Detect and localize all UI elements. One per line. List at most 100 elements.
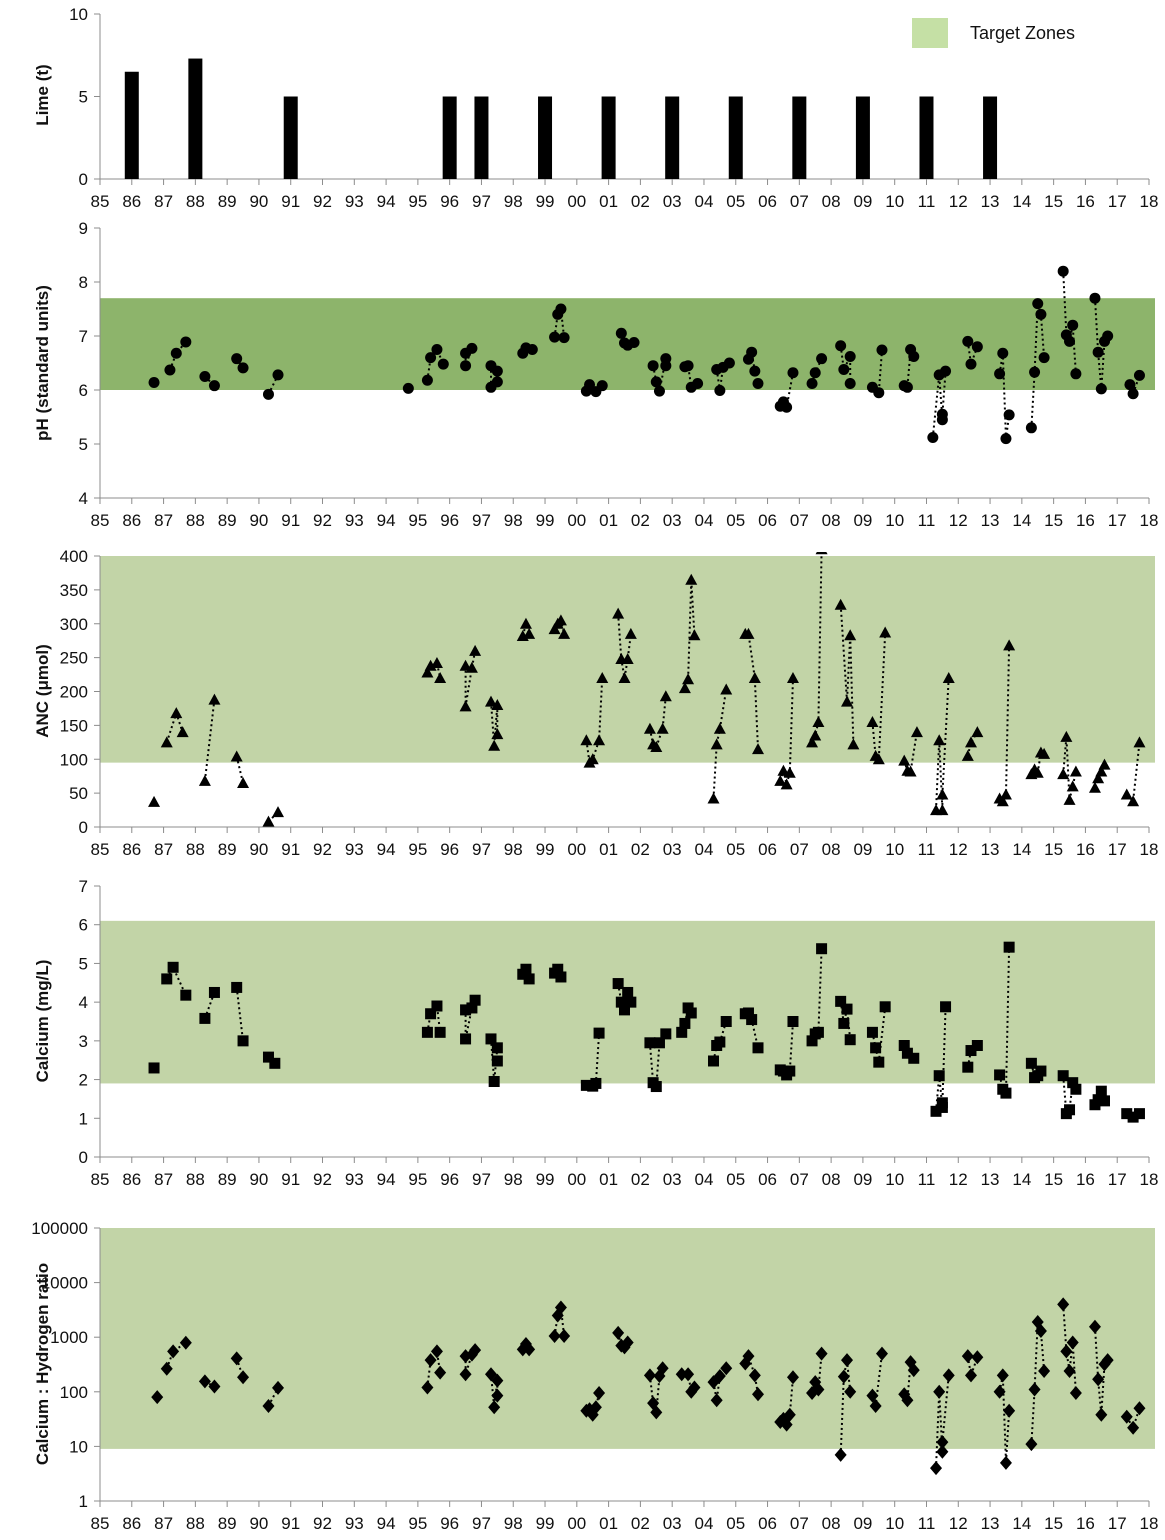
calcium-point	[901, 1047, 913, 1059]
ph-point	[1070, 368, 1082, 380]
ratio-point	[469, 1343, 482, 1358]
y-tick-label: 0	[79, 818, 88, 837]
anc-point	[710, 738, 723, 750]
calcium-point	[844, 1034, 856, 1046]
lime-bar	[188, 58, 203, 179]
y-tick-label: 1	[79, 1109, 88, 1128]
sample-connector	[683, 579, 696, 689]
x-tick-label: 96	[440, 1170, 459, 1189]
x-tick-label: 02	[631, 1514, 650, 1533]
anc-point	[612, 607, 625, 619]
x-tick-label: 13	[981, 840, 1000, 859]
ph-point	[927, 432, 939, 444]
y-tick-label: 2	[79, 1071, 88, 1090]
anc-point	[812, 715, 825, 727]
x-tick-label: 99	[536, 840, 555, 859]
ratio-point	[548, 1329, 561, 1344]
ph-point	[549, 331, 561, 343]
x-tick-label: 86	[122, 1170, 141, 1189]
ph-point	[237, 362, 249, 374]
x-tick-label: 06	[758, 1514, 777, 1533]
x-tick-label: 85	[91, 192, 110, 211]
anc-point	[713, 722, 726, 734]
ph-point	[1003, 409, 1015, 421]
lime-bar	[665, 96, 680, 179]
x-tick-label: 04	[695, 840, 714, 859]
calcium-point	[1035, 1065, 1047, 1077]
x-tick-label: 13	[981, 192, 1000, 211]
calcium-point	[460, 1004, 472, 1016]
anc-point	[834, 598, 847, 610]
calcium-point	[625, 996, 637, 1008]
anc-point	[596, 671, 609, 683]
sample-connector	[998, 1375, 1011, 1463]
x-tick-label: 10	[885, 1170, 904, 1189]
calcium-point	[523, 973, 535, 985]
x-tick-label: 98	[504, 511, 523, 530]
x-tick-label: 87	[154, 511, 173, 530]
sample-connector	[1062, 1075, 1077, 1117]
ph-point	[491, 376, 503, 388]
lime-bar	[983, 96, 998, 179]
anc-point	[580, 734, 593, 746]
x-tick-label: 93	[345, 840, 364, 859]
x-tick-label: 17	[1108, 1514, 1127, 1533]
x-tick-label: 98	[504, 192, 523, 211]
y-axis-label: Calcium : Hydrogen ratio	[33, 1263, 52, 1465]
ph-point	[180, 336, 192, 348]
ratio-point	[1101, 1353, 1114, 1368]
x-tick-label: 01	[599, 192, 618, 211]
calcium-point	[660, 1028, 672, 1040]
ratio-point	[907, 1363, 920, 1378]
y-tick-label: 300	[60, 615, 88, 634]
x-tick-label: 12	[949, 511, 968, 530]
x-tick-label: 06	[758, 192, 777, 211]
x-tick-label: 00	[567, 1170, 586, 1189]
x-tick-label: 15	[1044, 511, 1063, 530]
ph-point	[1025, 422, 1037, 434]
ratio-point	[491, 1373, 504, 1388]
ph-point	[460, 360, 472, 372]
sample-connector	[998, 645, 1011, 803]
x-tick-label: 13	[981, 511, 1000, 530]
x-tick-label: 89	[218, 1170, 237, 1189]
x-tick-label: 88	[186, 1170, 205, 1189]
ratio-point	[869, 1398, 882, 1413]
x-tick-label: 99	[536, 511, 555, 530]
calcium-point	[1000, 1087, 1012, 1099]
x-tick-label: 09	[853, 1514, 872, 1533]
sample-connector	[903, 731, 918, 773]
x-tick-label: 08	[822, 840, 841, 859]
calcium-point	[590, 1077, 602, 1089]
ratio-point	[650, 1405, 663, 1420]
lime-bar	[474, 96, 489, 179]
sample-connector	[715, 362, 730, 391]
x-tick-label: 02	[631, 840, 650, 859]
y-tick-label: 350	[60, 581, 88, 600]
calcium-point	[580, 1079, 592, 1091]
x-tick-label: 96	[440, 840, 459, 859]
calcium-point	[965, 1045, 977, 1057]
calcium-point	[838, 1017, 850, 1029]
x-tick-label: 15	[1044, 1514, 1063, 1533]
ph-point	[844, 351, 856, 363]
sample-connector	[426, 347, 445, 381]
ph-point	[1089, 292, 1101, 304]
anc-point	[942, 671, 955, 683]
x-tick-label: 93	[345, 1514, 364, 1533]
y-tick-label: 250	[60, 649, 88, 668]
ratio-point	[237, 1370, 250, 1385]
ratio-point	[1038, 1364, 1051, 1379]
ph-point	[437, 358, 449, 370]
calcium-point	[962, 1061, 974, 1073]
x-tick-label: 95	[408, 1170, 427, 1189]
x-tick-label: 04	[695, 1170, 714, 1189]
anc-point	[847, 738, 860, 750]
calcium-point	[1003, 941, 1015, 953]
y-tick-label: 400	[60, 547, 88, 566]
ratio-point	[688, 1380, 701, 1395]
anc-point	[688, 629, 701, 641]
ratio-point	[523, 1342, 536, 1357]
calcium-point	[930, 1105, 942, 1117]
ratio-point	[430, 1344, 443, 1359]
